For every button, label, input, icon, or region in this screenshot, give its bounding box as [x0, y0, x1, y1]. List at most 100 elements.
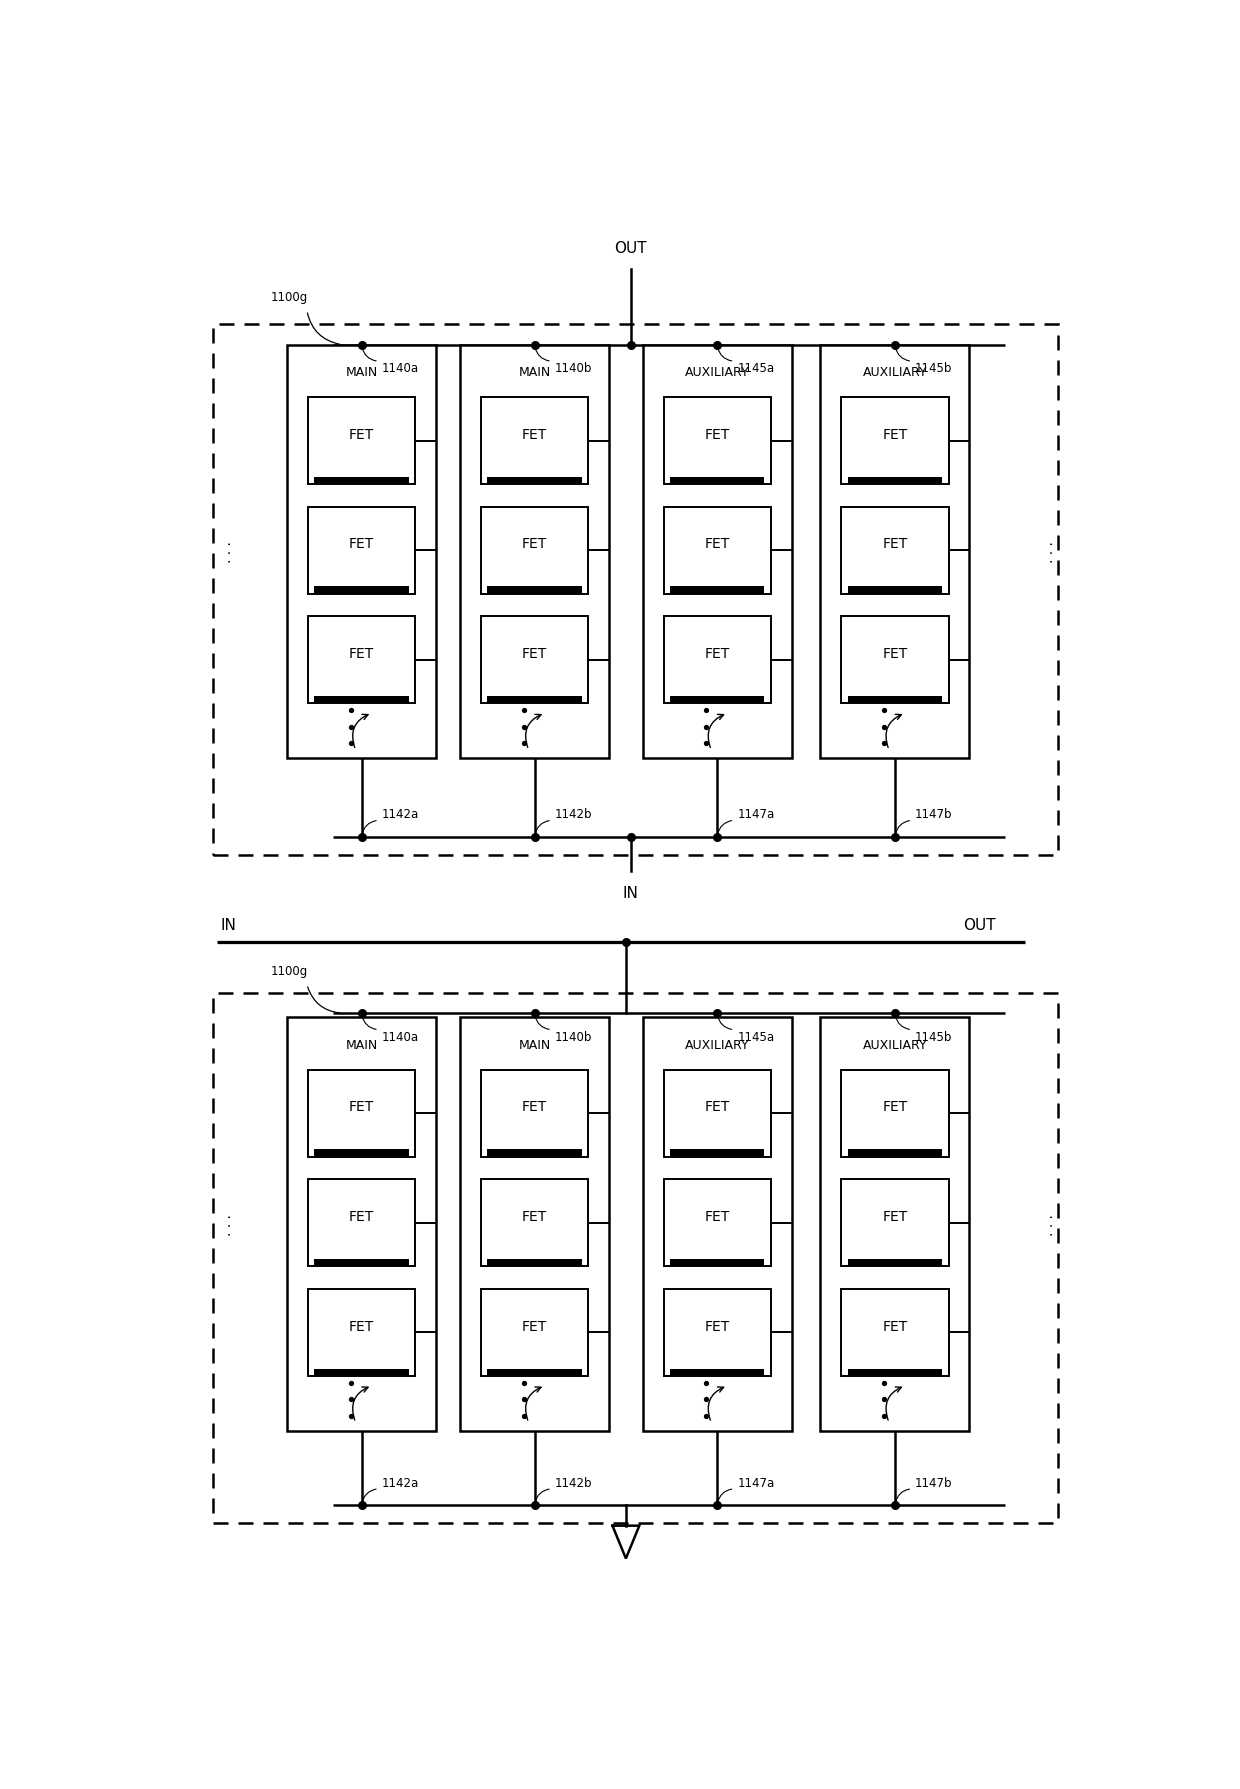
Text: FET: FET — [522, 1318, 547, 1333]
Bar — [842, 617, 949, 703]
Bar — [670, 1150, 764, 1157]
Bar — [481, 1179, 588, 1267]
Bar — [481, 508, 588, 594]
Bar — [842, 508, 949, 594]
Bar — [670, 587, 764, 594]
Bar — [481, 397, 588, 485]
Text: IN: IN — [221, 918, 237, 932]
Bar — [487, 478, 582, 485]
Text: FET: FET — [883, 1100, 908, 1113]
Text: FET: FET — [883, 1209, 908, 1224]
Bar — [288, 1018, 436, 1431]
Text: 1142a: 1142a — [382, 809, 419, 821]
Text: FET: FET — [348, 1209, 374, 1224]
Text: FET: FET — [522, 537, 547, 551]
Bar — [663, 1179, 771, 1267]
Text: 1145b: 1145b — [915, 361, 952, 376]
Bar — [842, 1290, 949, 1376]
Bar — [848, 696, 942, 703]
Bar — [642, 345, 791, 759]
Bar — [663, 1070, 771, 1157]
Text: 1147a: 1147a — [738, 1476, 775, 1488]
Text: FET: FET — [704, 1318, 730, 1333]
Bar — [663, 508, 771, 594]
Text: AUXILIARY: AUXILIARY — [863, 1038, 928, 1052]
Text: FET: FET — [348, 1318, 374, 1333]
Bar — [308, 1070, 415, 1157]
Text: 1100g: 1100g — [270, 292, 308, 304]
Bar — [663, 617, 771, 703]
Text: FET: FET — [522, 428, 547, 442]
Bar — [670, 696, 764, 703]
Text: . . .: . . . — [1042, 1213, 1055, 1236]
Text: FET: FET — [883, 428, 908, 442]
Text: FET: FET — [883, 646, 908, 660]
Text: FET: FET — [704, 646, 730, 660]
Bar — [481, 1290, 588, 1376]
Text: 1145a: 1145a — [738, 361, 775, 376]
Bar — [670, 1259, 764, 1267]
Bar — [308, 397, 415, 485]
Text: 1145a: 1145a — [738, 1030, 775, 1043]
Bar — [460, 1018, 609, 1431]
Bar — [308, 1290, 415, 1376]
Bar — [288, 345, 436, 759]
Bar — [315, 587, 409, 594]
Text: FET: FET — [704, 1209, 730, 1224]
Text: OUT: OUT — [963, 918, 996, 932]
Text: . . .: . . . — [1042, 542, 1055, 564]
Text: FET: FET — [522, 1100, 547, 1113]
Text: 1145b: 1145b — [915, 1030, 952, 1043]
Bar — [308, 508, 415, 594]
Text: OUT: OUT — [614, 242, 647, 256]
Text: 1140b: 1140b — [554, 1030, 593, 1043]
Bar — [842, 1179, 949, 1267]
Text: 1140b: 1140b — [554, 361, 593, 376]
Bar — [460, 345, 609, 759]
Text: 1142b: 1142b — [554, 1476, 593, 1488]
Bar — [315, 696, 409, 703]
Text: FET: FET — [348, 428, 374, 442]
Text: 1142b: 1142b — [554, 809, 593, 821]
Bar — [487, 1369, 582, 1376]
Bar — [848, 587, 942, 594]
Bar — [848, 1150, 942, 1157]
Text: 1100g: 1100g — [270, 964, 308, 979]
Text: FET: FET — [348, 537, 374, 551]
Text: 1147b: 1147b — [915, 1476, 952, 1488]
Bar — [308, 617, 415, 703]
Text: FET: FET — [704, 1100, 730, 1113]
Bar — [642, 1018, 791, 1431]
Text: MAIN: MAIN — [346, 367, 378, 379]
Text: AUXILIARY: AUXILIARY — [684, 1038, 749, 1052]
Bar — [848, 1259, 942, 1267]
Bar — [842, 397, 949, 485]
Text: 1147a: 1147a — [738, 809, 775, 821]
Bar — [670, 478, 764, 485]
Text: FET: FET — [348, 646, 374, 660]
Bar — [308, 1179, 415, 1267]
Bar — [481, 1070, 588, 1157]
Text: FET: FET — [348, 1100, 374, 1113]
Text: IN: IN — [622, 886, 639, 900]
Bar — [315, 1369, 409, 1376]
Text: 1147b: 1147b — [915, 809, 952, 821]
Text: 1140a: 1140a — [382, 1030, 419, 1043]
Bar — [487, 1259, 582, 1267]
Bar — [487, 1150, 582, 1157]
Text: FET: FET — [704, 428, 730, 442]
Bar — [848, 478, 942, 485]
Bar — [481, 617, 588, 703]
Bar — [821, 1018, 970, 1431]
Bar — [842, 1070, 949, 1157]
Bar — [487, 587, 582, 594]
Text: MAIN: MAIN — [346, 1038, 378, 1052]
Text: MAIN: MAIN — [518, 367, 551, 379]
Bar — [848, 1369, 942, 1376]
Text: 1142a: 1142a — [382, 1476, 419, 1488]
Bar — [315, 1259, 409, 1267]
Bar — [315, 1150, 409, 1157]
Bar — [821, 345, 970, 759]
Bar — [213, 326, 1058, 855]
Text: . . .: . . . — [219, 542, 234, 564]
